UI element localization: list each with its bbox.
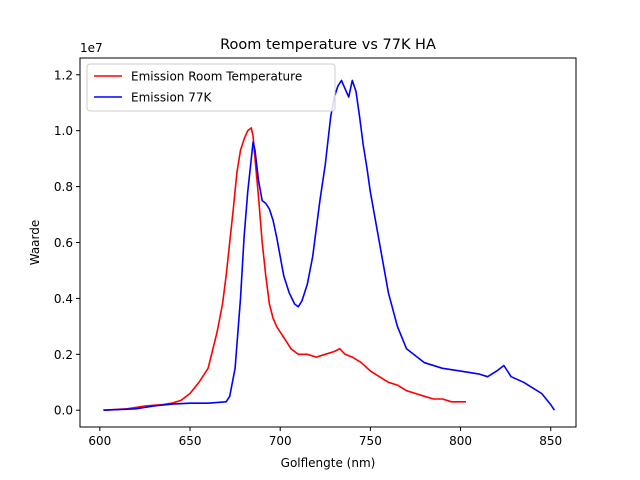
y-tick-label: 0.4	[54, 292, 73, 306]
legend: Emission Room Temperature Emission 77K	[86, 63, 336, 112]
y-tick-label: 1.2	[54, 68, 73, 82]
series-line-1	[103, 79, 556, 411]
x-axis-ticks: 600 650 700 750 800 850	[88, 427, 562, 448]
x-tick-label: 750	[359, 434, 382, 448]
legend-box	[86, 63, 336, 112]
x-axis-label: Golflengte (nm)	[281, 456, 376, 470]
x-tick-label: 600	[88, 434, 111, 448]
y-tick-label: 0.6	[54, 236, 73, 250]
y-axis-label: Waarde	[28, 220, 42, 266]
y-axis-ticks: 0.0 0.2 0.4 0.6 0.8 1.0 1.2	[54, 68, 80, 418]
x-tick-label: 850	[539, 434, 562, 448]
series-line-0	[103, 127, 466, 411]
series-layer	[103, 79, 556, 411]
legend-label-room-temperature: Emission Room Temperature	[131, 70, 302, 84]
plot-area	[103, 79, 556, 411]
chart-title: Room temperature vs 77K HA	[220, 37, 436, 53]
x-tick-label: 800	[449, 434, 472, 448]
y-tick-label: 1.0	[54, 124, 73, 138]
y-tick-label: 0.2	[54, 348, 73, 362]
y-tick-label: 0.0	[54, 404, 73, 418]
x-tick-label: 700	[269, 434, 292, 448]
y-axis-multiplier: 1e7	[80, 41, 103, 55]
y-tick-label: 0.8	[54, 180, 73, 194]
x-tick-label: 650	[179, 434, 202, 448]
legend-label-77k: Emission 77K	[131, 91, 212, 105]
